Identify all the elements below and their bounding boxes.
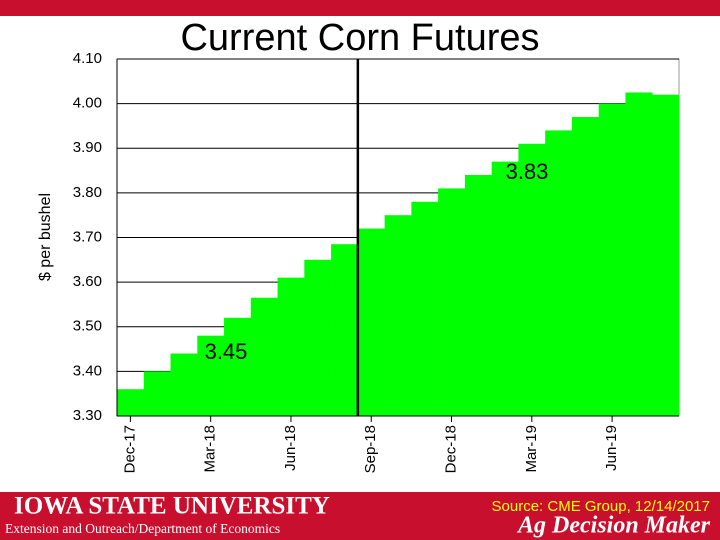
x-tick-label: Jun-19 xyxy=(603,425,620,471)
y-tick-label: 3.40 xyxy=(73,362,102,379)
annotation: 3.45 xyxy=(205,339,248,364)
bar xyxy=(331,244,359,416)
bar xyxy=(197,335,225,416)
x-tick-label: Jun-18 xyxy=(282,425,299,471)
footer-band xyxy=(0,492,720,540)
bar xyxy=(625,92,653,416)
y-tick-label: 3.30 xyxy=(73,407,102,424)
x-tick-label: Mar-19 xyxy=(523,425,540,473)
chart-title: Current Corn Futures xyxy=(180,17,539,59)
x-tick-label: Dec-18 xyxy=(442,425,459,473)
y-tick-label: 3.70 xyxy=(73,228,102,245)
bar xyxy=(571,117,600,416)
bar xyxy=(464,175,492,416)
x-tick-label: Dec-17 xyxy=(121,425,138,473)
department: Extension and Outreach/Department of Eco… xyxy=(5,521,280,536)
bar xyxy=(250,297,278,416)
bar xyxy=(652,94,680,416)
y-tick-label: 4.10 xyxy=(73,50,102,67)
bar xyxy=(170,353,198,416)
y-tick-label: 3.80 xyxy=(73,184,102,201)
plot-area: 3.30 3.40 3.50 3.60 3.70 3.80 3.90 4.00 4.10 Dec-… xyxy=(73,50,680,473)
bar xyxy=(143,371,171,416)
y-tick-label: 3.60 xyxy=(73,273,102,290)
bar xyxy=(518,143,546,416)
bar xyxy=(491,161,519,416)
university-name: IOWA STATE UNIVERSITY xyxy=(14,493,330,520)
bar xyxy=(277,277,305,416)
source: Source: CME Group, 12/14/2017 xyxy=(492,498,710,515)
y-tick-label: 3.90 xyxy=(73,139,102,156)
x-tick-label: Mar-18 xyxy=(202,425,219,473)
brand: Ag Decision Maker xyxy=(516,513,711,539)
bar xyxy=(117,389,145,416)
y-tick-label: 4.00 xyxy=(73,95,102,112)
annotation: 3.83 xyxy=(506,159,549,184)
bar xyxy=(411,201,439,416)
bar xyxy=(304,259,332,416)
bar xyxy=(224,317,252,416)
bar xyxy=(545,130,573,416)
bar xyxy=(384,215,412,416)
y-tick-label: 3.50 xyxy=(73,318,102,335)
x-tick-label: Sep-18 xyxy=(362,425,379,473)
bar xyxy=(438,188,466,416)
bar xyxy=(357,228,385,416)
bar xyxy=(598,103,626,416)
y-axis-label: $ per bushel xyxy=(37,193,54,281)
top-band xyxy=(0,0,720,16)
